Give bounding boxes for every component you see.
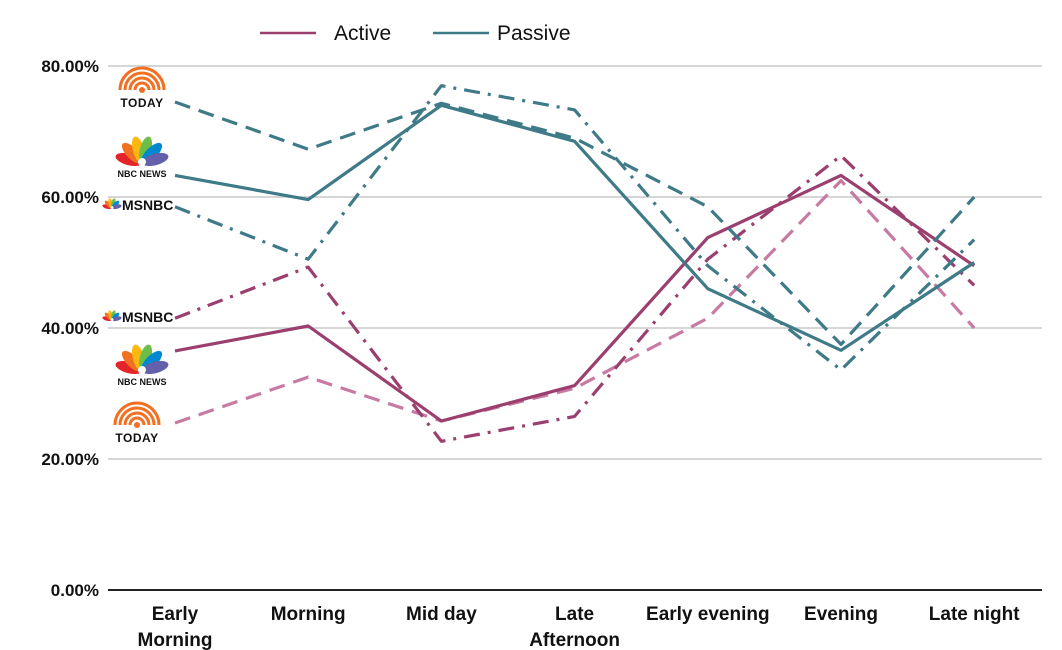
peacock-icon <box>115 136 169 167</box>
logo-label: NBC NEWS <box>118 377 167 387</box>
series-line-active-msnbc <box>174 154 976 443</box>
y-axis-tick-labels: 0.00% 20.00% 40.00% 60.00% 80.00% <box>41 57 99 600</box>
logo-label: TODAY <box>120 96 163 110</box>
series-line-passive-msnbc <box>174 84 976 372</box>
network-logos: TODAY NBC NEWS MSNBC MSNBC NBC NEWS TODAY <box>102 66 173 445</box>
y-tick-label: 0.00% <box>51 581 99 600</box>
legend: Active Passive <box>260 22 571 45</box>
series-line-passive-nbc-news <box>174 103 976 352</box>
logo-active-msnbc: MSNBC <box>102 309 173 325</box>
x-tick-label: Early <box>152 604 199 625</box>
legend-item-passive: Passive <box>433 22 571 45</box>
logo-passive-msnbc: MSNBC <box>102 197 173 213</box>
peacock-icon <box>102 310 122 322</box>
y-tick-label: 80.00% <box>41 57 99 76</box>
logo-passive-today: TODAY <box>118 66 166 110</box>
x-tick-label: Late night <box>929 604 1020 625</box>
series-lines <box>174 84 976 443</box>
series-line-active-nbc-news <box>174 173 976 423</box>
logo-active-nbc-news: NBC NEWS <box>115 344 169 387</box>
series-line-active-today <box>174 179 976 425</box>
y-tick-label: 40.00% <box>41 319 99 338</box>
gridlines <box>108 65 1042 591</box>
logo-passive-nbc-news: NBC NEWS <box>115 136 169 179</box>
x-tick-label: Morning <box>271 604 346 625</box>
logo-active-today: TODAY <box>113 401 161 445</box>
logo-label: MSNBC <box>122 197 173 213</box>
x-tick-label: Morning <box>138 630 213 650</box>
series-line-passive-today <box>174 100 976 346</box>
x-tick-label: Early evening <box>646 604 770 625</box>
x-tick-label: Evening <box>804 604 878 625</box>
x-axis-category-labels: Early Morning Morning Mid day Late Afternoon E… <box>138 604 1021 650</box>
legend-item-active: Active <box>260 22 391 45</box>
x-tick-label: Mid day <box>406 604 477 625</box>
y-tick-label: 60.00% <box>41 188 99 207</box>
legend-label: Passive <box>497 22 571 45</box>
legend-label: Active <box>334 22 391 45</box>
peacock-icon <box>115 344 169 375</box>
y-tick-label: 20.00% <box>41 450 99 469</box>
today-rainbow-icon <box>113 401 161 428</box>
today-rainbow-icon <box>118 66 166 93</box>
logo-label: NBC NEWS <box>118 169 167 179</box>
x-tick-label: Afternoon <box>529 630 620 650</box>
x-tick-label: Late <box>555 604 594 625</box>
logo-label: TODAY <box>115 431 158 445</box>
logo-label: MSNBC <box>122 309 173 325</box>
peacock-icon <box>102 198 122 210</box>
